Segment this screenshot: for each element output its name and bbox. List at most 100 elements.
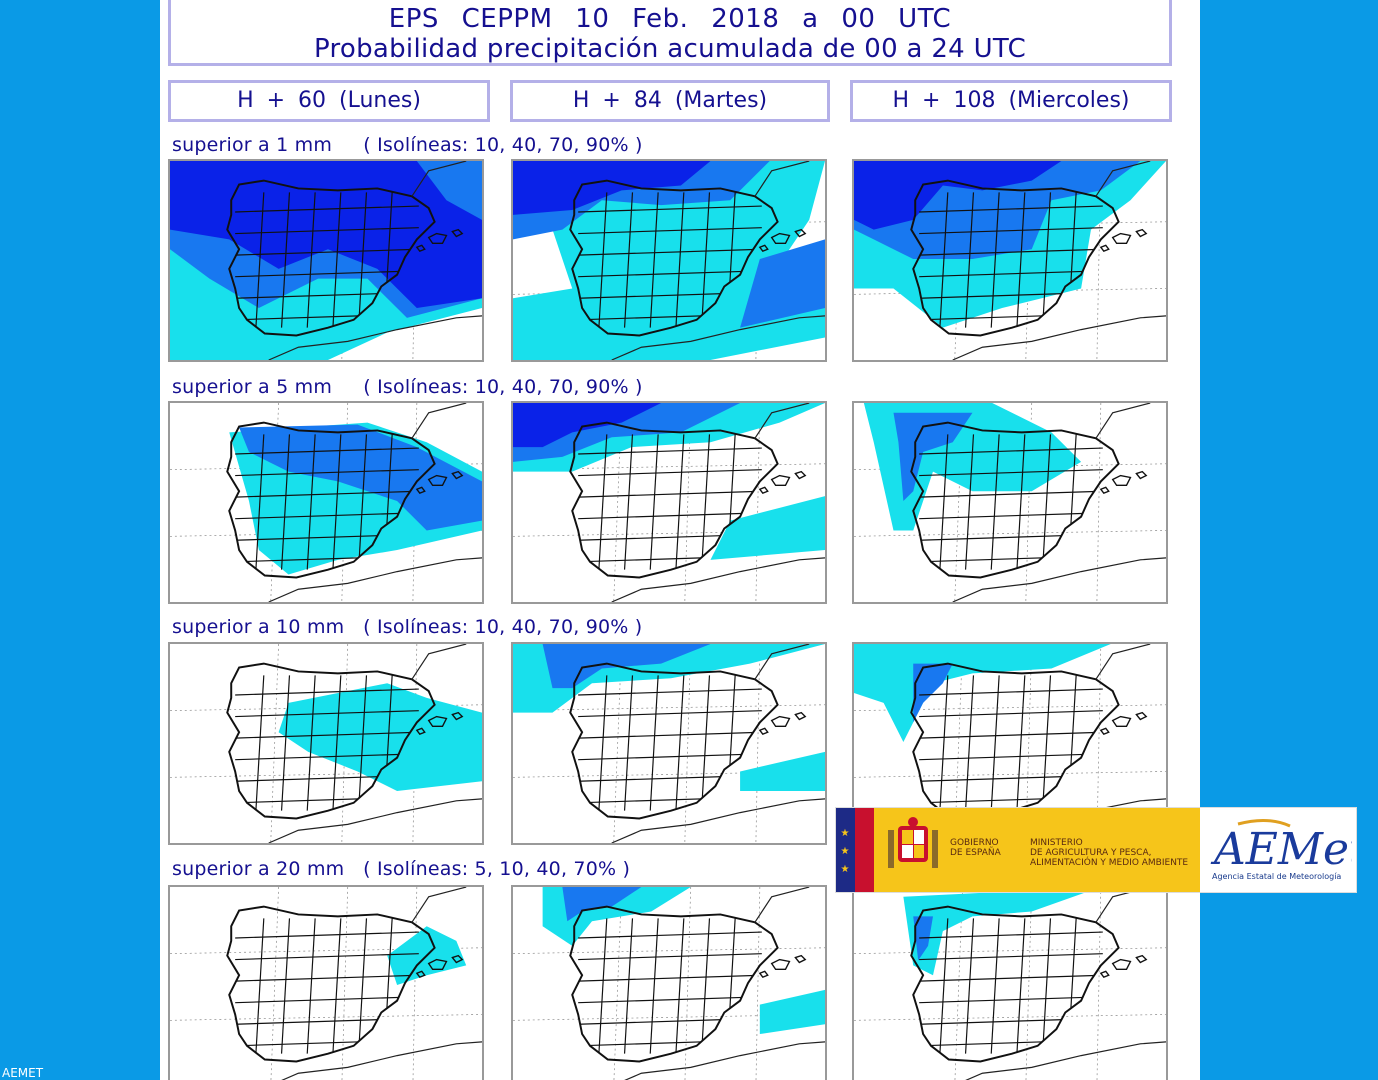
coat-of-arms-icon bbox=[888, 817, 938, 868]
africa-coastline bbox=[268, 315, 482, 360]
meridian-line bbox=[954, 887, 963, 1080]
probability-area-mid bbox=[513, 161, 825, 328]
probability-area-dark bbox=[170, 161, 482, 309]
map-svg bbox=[513, 161, 825, 360]
probability-area-mid bbox=[913, 663, 953, 723]
spain-flag-eu-icon: ★ ★ ★ bbox=[836, 808, 874, 892]
meridian-line bbox=[270, 887, 279, 1080]
france-coastline bbox=[754, 644, 810, 680]
balearic-island bbox=[794, 954, 807, 964]
france-coastline bbox=[754, 887, 810, 923]
balearic-island bbox=[1099, 970, 1110, 979]
probability-map-r2-c3 bbox=[852, 401, 1168, 604]
meridian-line bbox=[613, 403, 622, 602]
probability-area-mid bbox=[562, 887, 642, 922]
probability-map-r4-c2 bbox=[511, 885, 827, 1080]
balearic-island bbox=[415, 970, 426, 979]
balearic-island bbox=[758, 486, 769, 495]
balearic-island bbox=[415, 244, 426, 253]
probability-map-r4-c3 bbox=[852, 885, 1168, 1080]
title-line-1: EPS CEPPM 10 Feb. 2018 a 00 UTC bbox=[388, 4, 952, 34]
france-coastline bbox=[1095, 161, 1151, 197]
meridian-line bbox=[755, 887, 761, 1080]
meridian-line bbox=[1096, 161, 1102, 360]
column-header-h84: H + 84 (Martes) bbox=[510, 80, 830, 122]
svg-text:★: ★ bbox=[841, 864, 850, 875]
coastline bbox=[910, 421, 1120, 579]
coastline bbox=[910, 662, 1120, 820]
parallel-line bbox=[854, 1014, 1166, 1021]
balearic-island bbox=[1135, 470, 1148, 480]
title-line-2: Probabilidad precipitación acumulada de … bbox=[313, 34, 1027, 64]
gobierno-label: GOBIERNO DE ESPAÑA bbox=[950, 838, 1001, 858]
probability-map-r2-c1 bbox=[168, 401, 484, 604]
balearic-island bbox=[770, 474, 791, 487]
coastline bbox=[569, 179, 779, 337]
france-coastline bbox=[754, 161, 810, 197]
province-boundaries bbox=[919, 192, 1103, 328]
africa-coastline bbox=[624, 1041, 825, 1080]
balearic-island bbox=[427, 232, 448, 245]
coastline bbox=[910, 179, 1120, 337]
column-header-h60: H + 60 (Lunes) bbox=[168, 80, 490, 122]
africa-coastline bbox=[952, 315, 1166, 360]
map-svg bbox=[513, 403, 825, 602]
meridian-line bbox=[1025, 644, 1033, 843]
footer-label: AEMET bbox=[2, 1066, 44, 1080]
coastline bbox=[226, 662, 436, 820]
africa-coastline bbox=[952, 557, 1166, 602]
province-boundaries bbox=[919, 434, 1103, 570]
row-label-20mm: superior a 20 mm ( Isolíneas: 5, 10, 40,… bbox=[172, 858, 631, 880]
meridian-line bbox=[684, 403, 692, 602]
balearic-island bbox=[415, 486, 426, 495]
province-boundaries bbox=[235, 675, 419, 811]
meridian-line bbox=[1025, 887, 1033, 1080]
balearic-island bbox=[1111, 715, 1132, 728]
france-coastline bbox=[1095, 644, 1151, 680]
balearic-island bbox=[758, 970, 769, 979]
meridian-line bbox=[270, 644, 279, 843]
row-label-10mm: superior a 10 mm ( Isolíneas: 10, 40, 70… bbox=[172, 616, 643, 638]
column-header-h108: H + 108 (Miercoles) bbox=[850, 80, 1172, 122]
balearic-island bbox=[758, 727, 769, 736]
probability-map-r3-c1 bbox=[168, 642, 484, 845]
parallel-line bbox=[854, 771, 1166, 778]
parallel-line bbox=[854, 947, 1166, 955]
meridian-line bbox=[954, 403, 963, 602]
probability-area-mid bbox=[893, 412, 973, 502]
map-svg bbox=[513, 644, 825, 843]
balearic-island bbox=[1135, 711, 1148, 721]
meridian-line bbox=[684, 644, 692, 843]
svg-text:AEMet: AEMet bbox=[1210, 824, 1352, 875]
africa-coastline bbox=[281, 1041, 482, 1080]
coastline bbox=[226, 179, 436, 337]
meridian-line bbox=[1025, 403, 1033, 602]
balearic-island bbox=[770, 232, 791, 245]
africa-coastline bbox=[965, 1041, 1166, 1080]
province-boundaries bbox=[235, 918, 419, 1054]
probability-area-light bbox=[903, 887, 1101, 976]
map-svg bbox=[854, 887, 1166, 1080]
row-label-1mm: superior a 1 mm ( Isolíneas: 10, 40, 70,… bbox=[172, 134, 643, 156]
france-coastline bbox=[411, 403, 467, 439]
forecast-panel: EPS CEPPM 10 Feb. 2018 a 00 UTC Probabil… bbox=[160, 0, 1200, 1080]
probability-area-mid bbox=[542, 644, 711, 689]
meridian-line bbox=[684, 887, 692, 1080]
africa-coastline bbox=[268, 798, 482, 843]
probability-area-mid bbox=[913, 916, 933, 961]
logo-strip: ★ ★ ★ GOBIERNO DE ESPAÑA MINISTERIO DE A… bbox=[835, 807, 1357, 893]
meridian-line bbox=[412, 887, 418, 1080]
map-svg bbox=[513, 887, 825, 1080]
balearic-island bbox=[415, 727, 426, 736]
africa-coastline bbox=[611, 315, 825, 360]
balearic-island bbox=[770, 715, 791, 728]
row-label-5mm: superior a 5 mm ( Isolíneas: 10, 40, 70,… bbox=[172, 376, 643, 398]
balearic-island bbox=[427, 715, 448, 728]
probability-area-mid bbox=[239, 424, 482, 531]
balearic-island bbox=[451, 711, 464, 721]
probability-area-light bbox=[513, 644, 825, 792]
parallel-line bbox=[513, 947, 825, 955]
province-boundaries bbox=[578, 675, 762, 811]
coastline bbox=[569, 421, 779, 579]
balearic-island bbox=[794, 228, 807, 238]
